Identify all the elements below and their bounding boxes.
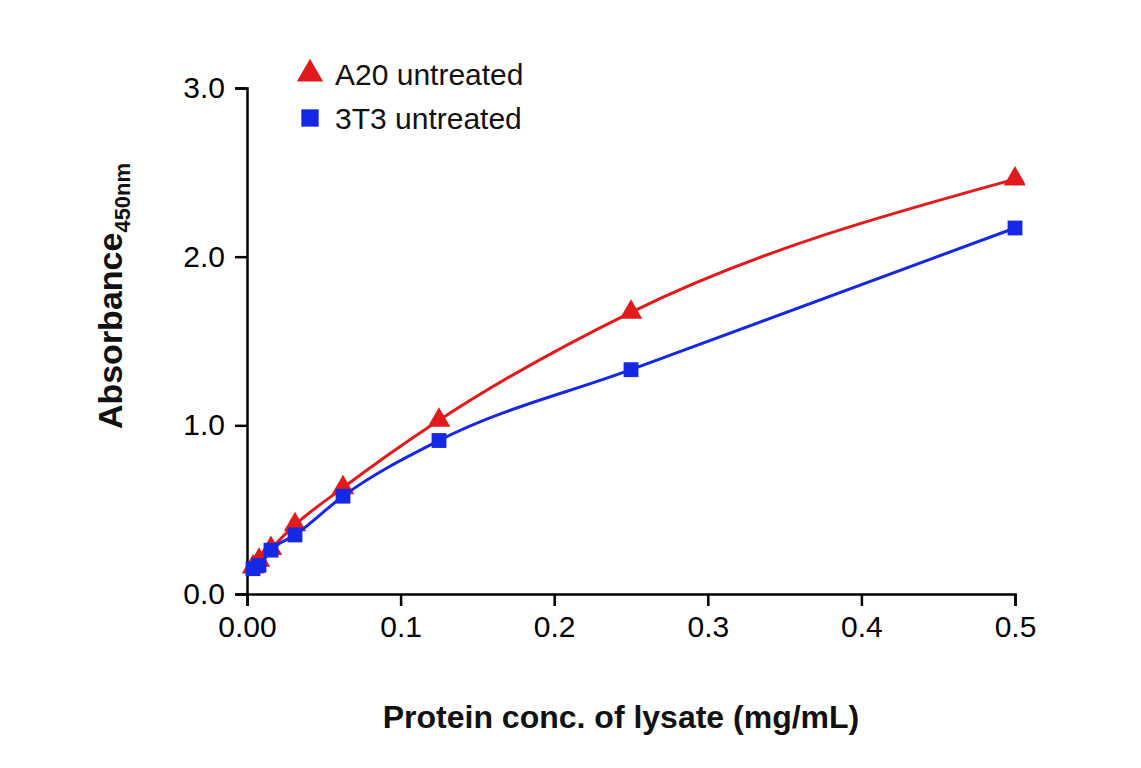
tick-label: 1.0 [183,408,225,441]
marker [264,543,279,558]
tick-mark [553,594,556,606]
legend-marker [301,109,318,126]
tick: 2.0 [183,240,247,273]
tick: 0.5 [995,594,1037,643]
series-line [253,228,1015,569]
y-axis-title: Absorbance450nm [91,163,135,429]
marker [624,362,639,377]
legend-label: A20 untreated [335,58,523,91]
tick-label: 0.4 [841,610,883,643]
tick-label: 3.0 [183,71,225,104]
tick: 0.1 [380,594,422,643]
axis-line [248,595,1016,607]
tick-mark [861,594,864,606]
chart: 0.00 0.1 0.2 0.3 0.4 0.5 0.0 1.0 2.0 3.0 A20 untre… [0,0,1141,768]
x-axis-title: Protein conc. of lysate (mg/mL) [383,699,860,735]
legend-item: 3T3 untreated [301,102,521,135]
y-axis: 0.0 1.0 2.0 3.0 [183,71,247,610]
tick-label: 2.0 [183,240,225,273]
series-line [253,179,1015,567]
legend-marker [297,59,323,82]
marker [428,407,451,427]
tick: 3.0 [183,71,247,104]
axis-line [235,89,248,595]
tick-mark [246,594,249,606]
marker [288,528,303,543]
x-axis: 0.00 0.1 0.2 0.3 0.4 0.5 [218,594,1036,643]
y-axis-title-main: Absorbance [91,233,129,430]
tick: 0.0 [183,577,247,610]
tick-label: 0.3 [687,610,729,643]
tick: 0.3 [687,594,729,643]
legend: A20 untreated 3T3 untreated [297,58,524,135]
tick-label: 0.00 [218,610,276,643]
tick: 0.2 [534,594,576,643]
tick-mark [707,594,710,606]
tick-label: 0.5 [995,610,1037,643]
marker [620,299,643,319]
tick-mark [235,593,247,596]
tick-mark [1014,594,1017,606]
tick: 1.0 [183,408,247,441]
tick: 0.4 [841,594,883,643]
tick-mark [235,425,247,428]
marker [252,558,267,573]
marker [1004,166,1025,186]
legend-label: 3T3 untreated [335,102,522,135]
tick: 0.00 [218,594,276,643]
legend-item: A20 untreated [297,58,524,91]
tick-mark [235,87,247,90]
marker [432,433,447,448]
data [242,166,1025,576]
tick-mark [235,256,247,259]
tick-label: 0.0 [183,577,225,610]
tick-label: 0.2 [534,610,576,643]
marker [336,489,351,504]
marker [1008,221,1023,236]
plot: 0.00 0.1 0.2 0.3 0.4 0.5 0.0 1.0 2.0 3.0 A20 untre… [183,58,1036,644]
tick-label: 0.1 [380,610,422,643]
tick-mark [400,594,403,606]
y-axis-title-subscript: 450nm [110,163,135,233]
